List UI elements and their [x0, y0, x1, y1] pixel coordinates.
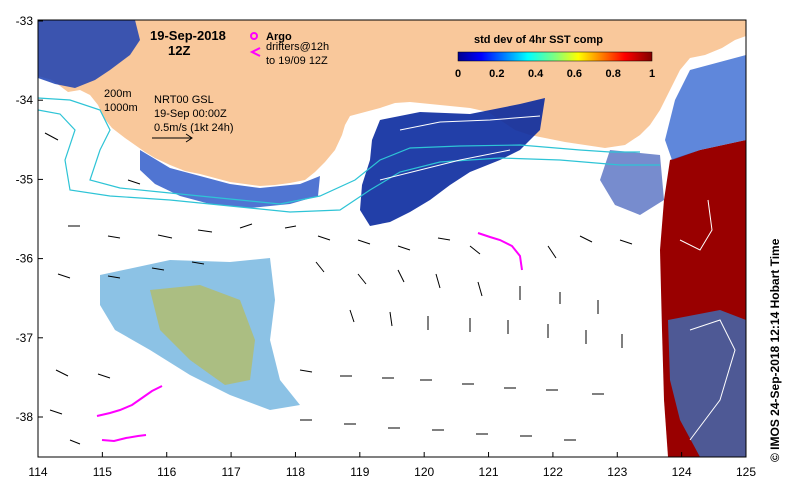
x-tick-label: 116 [157, 465, 176, 479]
x-tick-label: 122 [543, 465, 563, 479]
y-tick-label: -38 [16, 410, 34, 424]
x-tick-label: 118 [286, 465, 305, 479]
x-tick-label: 124 [672, 465, 692, 479]
sst-patch-east-mixed-2 [600, 150, 664, 215]
y-axis: -33 -34 -35 -36 -37 -38 [16, 14, 43, 424]
argo-icon [250, 32, 258, 40]
y-tick-label: -36 [16, 252, 34, 266]
x-axis: 114 115 116 117 118 119 120 121 122 123 124 125 [28, 452, 756, 479]
isobath-1000m [38, 109, 660, 213]
x-tick-label: 119 [350, 465, 369, 479]
x-tick-label: 115 [93, 465, 112, 479]
colorbar-title: std dev of 4hr SST comp [474, 34, 603, 46]
sst-patch-coast [140, 150, 320, 208]
colorbar-ticks: 0 0.2 0.4 0.6 0.8 1 [455, 68, 655, 80]
x-tick-label: 125 [736, 465, 756, 479]
current-vectors [44, 132, 633, 445]
credit-text: © IMOS 24-Sep-2018 12:14 Hobart Time [768, 238, 782, 462]
drifter-icon [249, 47, 261, 57]
sst-patch-east-mixed [665, 55, 746, 160]
drifter-tracks [96, 232, 523, 443]
colorbar-tick-label: 1 [649, 68, 655, 80]
land-mass [38, 20, 746, 186]
plot-frame [37, 19, 747, 458]
x-tick-label: 121 [479, 465, 499, 479]
sst-patch-southwest-warm [150, 285, 255, 385]
colorbar-tick-label: 0 [455, 68, 461, 80]
colorbar-tick-label: 0.4 [528, 68, 544, 80]
x-tick-label: 120 [414, 465, 434, 479]
colorbar-tick-label: 0.2 [489, 68, 504, 80]
sst-contour [379, 115, 736, 441]
colorbar [457, 51, 653, 62]
sst-patch-east-low [668, 310, 746, 457]
argo-label: Argo [266, 31, 292, 43]
colorbar-tick-label: 0.8 [606, 68, 621, 80]
scale-label: 0.5m/s (1kt 24h) [154, 122, 233, 134]
x-tick-label: 114 [28, 465, 47, 479]
x-tick-label: 123 [607, 465, 627, 479]
isobath-200m [38, 97, 640, 205]
x-tick-label: 117 [222, 465, 241, 479]
y-tick-label: -37 [16, 331, 34, 345]
product-line2: 19-Sep 00:00Z [154, 108, 227, 120]
scale-arrow [152, 133, 193, 143]
colorbar-tick-label: 0.6 [567, 68, 582, 80]
isobath-1000-label: 1000m [104, 102, 138, 114]
isobath-200-label: 200m [104, 88, 132, 100]
date-title: 19-Sep-2018 [150, 28, 226, 43]
drifters-label: drifters@12h [266, 41, 329, 53]
product-line1: NRT00 GSL [154, 94, 214, 106]
sst-patch-west [38, 20, 140, 88]
y-tick-label: -34 [16, 93, 34, 107]
y-tick-label: -33 [16, 14, 34, 28]
drifters-range: to 19/09 12Z [266, 55, 328, 67]
time-title: 12Z [168, 43, 190, 58]
y-tick-label: -35 [16, 172, 34, 186]
